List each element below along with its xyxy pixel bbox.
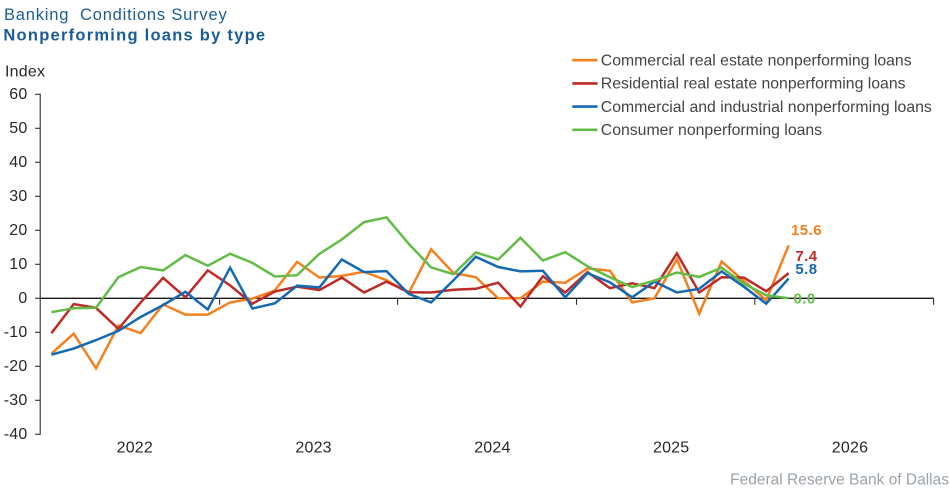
svg-text:-30: -30 bbox=[4, 392, 28, 409]
svg-text:2026: 2026 bbox=[832, 440, 868, 457]
svg-text:Residential real estate nonper: Residential real estate nonperforming lo… bbox=[601, 76, 906, 93]
svg-text:60: 60 bbox=[9, 86, 27, 103]
svg-text:50: 50 bbox=[9, 120, 27, 137]
svg-text:Commercial and industrial nonp: Commercial and industrial nonperforming … bbox=[601, 99, 932, 116]
svg-text:20: 20 bbox=[9, 222, 27, 239]
svg-text:Banking Conditions Survey: Banking Conditions Survey bbox=[4, 6, 228, 24]
svg-text:Index: Index bbox=[5, 64, 45, 81]
svg-text:-10: -10 bbox=[4, 324, 28, 341]
svg-text:Commercial real estate nonperf: Commercial real estate nonperforming loa… bbox=[601, 53, 912, 70]
svg-text:10: 10 bbox=[9, 256, 27, 273]
svg-text:2024: 2024 bbox=[474, 440, 510, 457]
svg-text:2022: 2022 bbox=[117, 440, 153, 457]
svg-text:0: 0 bbox=[18, 290, 27, 307]
svg-text:5.8: 5.8 bbox=[795, 261, 817, 278]
svg-text:2025: 2025 bbox=[653, 440, 689, 457]
svg-text:-40: -40 bbox=[4, 426, 28, 443]
svg-text:-20: -20 bbox=[4, 358, 28, 375]
svg-text:Consumer nonperforming loans: Consumer nonperforming loans bbox=[601, 122, 822, 139]
svg-text:40: 40 bbox=[9, 154, 27, 171]
svg-text:Federal Reserve Bank of Dallas: Federal Reserve Bank of Dallas bbox=[730, 472, 949, 489]
svg-text:0.0: 0.0 bbox=[793, 291, 815, 308]
svg-text:30: 30 bbox=[9, 188, 27, 205]
svg-text:7.4: 7.4 bbox=[795, 248, 817, 265]
svg-text:15.6: 15.6 bbox=[791, 222, 822, 239]
svg-text:Nonperforming loans by type: Nonperforming loans by type bbox=[3, 26, 266, 44]
svg-text:2023: 2023 bbox=[295, 440, 331, 457]
